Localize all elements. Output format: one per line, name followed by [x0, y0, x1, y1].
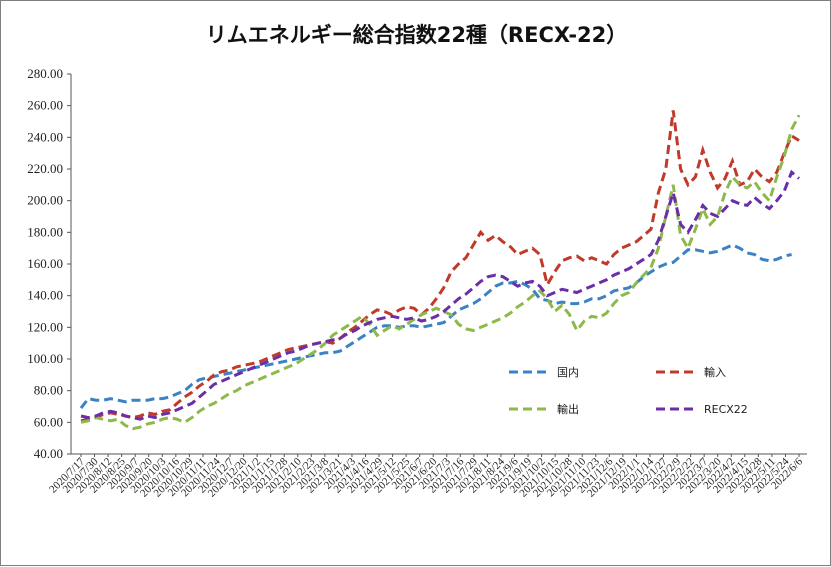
legend-label-3: RECX22: [704, 403, 748, 416]
y-tick-label: 140.00: [27, 288, 63, 303]
y-tick-label: 80.00: [34, 383, 63, 398]
series-line-2: [80, 114, 801, 431]
y-tick-label: 100.00: [27, 351, 63, 366]
y-tick-label: 200.00: [27, 193, 63, 208]
y-tick-label: 240.00: [27, 129, 63, 144]
y-tick-label: 40.00: [34, 446, 63, 461]
y-tick-label: 220.00: [27, 161, 63, 176]
chart-title: リムエネルギー総合指数22種（RECX-22）: [205, 23, 628, 47]
y-tick-label: 160.00: [27, 256, 63, 271]
series-line-0: [79, 243, 792, 410]
y-tick-label: 280.00: [27, 66, 63, 81]
series-line-1: [80, 110, 800, 423]
legend-label-2: 輸出: [557, 402, 579, 416]
y-tick-label: 60.00: [34, 414, 63, 429]
y-tick-label: 120.00: [27, 319, 63, 334]
series-line-3: [80, 169, 800, 421]
y-tick-label: 180.00: [27, 224, 63, 239]
legend-label-0: 国内: [557, 365, 579, 379]
legend-label-1: 輸入: [704, 365, 726, 379]
y-tick-label: 260.00: [27, 98, 63, 113]
